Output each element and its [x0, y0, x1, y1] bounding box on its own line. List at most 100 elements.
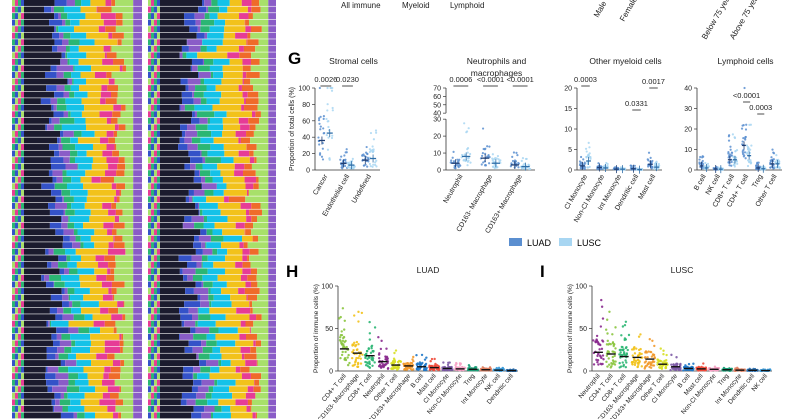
heatmap-segment: [205, 242, 207, 249]
heatmap-segment: [189, 196, 193, 203]
heatmap-segment: [198, 6, 207, 13]
data-point: [520, 159, 523, 162]
data-point: [653, 164, 656, 167]
data-point: [374, 129, 378, 132]
data-point: [379, 347, 383, 351]
heatmap-band: [126, 78, 134, 85]
data-point: [600, 298, 603, 302]
heatmap-segment: [114, 274, 126, 281]
data-point: [368, 148, 371, 151]
heatmap-segment: [125, 124, 126, 131]
heatmap-segment: [55, 373, 69, 380]
heatmap-stripe: [148, 360, 151, 367]
heatmap-segment: [109, 392, 119, 399]
heatmap-segment: [221, 242, 240, 249]
heatmap-segment: [248, 13, 253, 20]
heatmap-segment: [85, 117, 107, 124]
heatmap-segment: [24, 327, 57, 334]
heatmap-segment: [160, 242, 194, 249]
heatmap-segment: [255, 170, 262, 177]
data-point: [594, 340, 597, 344]
data-point: [345, 148, 348, 151]
heatmap-segment: [160, 301, 185, 308]
heatmap-segment: [113, 104, 122, 111]
heatmap-segment: [106, 117, 112, 124]
data-point: [638, 360, 641, 363]
heatmap-segment: [191, 255, 202, 262]
heatmap-segment: [194, 104, 213, 111]
heatmap-segment: [234, 170, 244, 177]
heatmap-segment: [24, 353, 47, 360]
heatmap-segment: [59, 32, 64, 39]
heatmap-stripe: [154, 98, 157, 105]
data-point: [326, 86, 329, 90]
heatmap-band: [262, 288, 269, 295]
heatmap-segment: [107, 248, 126, 255]
data-point: [341, 164, 344, 167]
data-point: [638, 353, 642, 356]
heatmap-stripe: [21, 366, 24, 373]
heatmap-segment: [118, 124, 126, 131]
data-point: [330, 89, 334, 92]
heatmap-stripe: [18, 163, 21, 170]
heatmap-segment: [181, 392, 197, 399]
data-point: [772, 152, 776, 155]
heatmap-stripe: [18, 98, 21, 105]
heatmap-stripe: [151, 229, 154, 236]
heatmap-stripe: [154, 216, 157, 222]
heatmap-band: [133, 412, 142, 419]
heatmap-segment: [107, 229, 113, 236]
data-point: [402, 362, 406, 366]
heatmap-band: [262, 281, 269, 288]
heatmap-stripe: [15, 183, 18, 190]
data-point: [585, 150, 588, 153]
heatmap-segment: [103, 19, 117, 26]
heatmap-segment: [160, 6, 199, 13]
heatmap-stripe: [15, 32, 18, 39]
heatmap-stripe: [148, 124, 151, 131]
heatmap-stripe: [151, 320, 154, 327]
heatmap-segment: [192, 373, 194, 380]
data-point: [599, 343, 602, 347]
heatmap-stripe: [154, 104, 157, 111]
heatmap-segment: [24, 72, 45, 78]
data-point: [653, 344, 656, 348]
heatmap-stripe: [151, 268, 154, 275]
heatmap-segment: [210, 314, 226, 321]
heatmap-segment: [160, 360, 200, 367]
heatmap-segment: [179, 307, 189, 314]
heatmap-stripe: [15, 412, 18, 419]
heatmap-segment: [230, 294, 247, 301]
heatmap-segment: [196, 32, 205, 39]
heatmap-segment: [66, 104, 85, 111]
heatmap-band: [262, 130, 269, 137]
heatmap-segment: [215, 333, 240, 340]
data-point: [587, 141, 590, 144]
heatmap-stripe: [151, 202, 154, 209]
heatmap-segment: [59, 340, 72, 347]
data-point: [736, 162, 739, 165]
data-point: [597, 341, 600, 345]
data-point: [321, 158, 325, 161]
data-point: [735, 160, 738, 163]
heatmap-segment: [104, 255, 116, 262]
data-point: [359, 362, 363, 365]
data-point: [747, 149, 751, 153]
heatmap-stripe: [12, 157, 15, 164]
chart-title: Lymphoid cells: [718, 56, 774, 66]
heatmap-stripe: [15, 340, 18, 347]
heatmap-stripe: [15, 19, 18, 26]
heatmap-segment: [84, 104, 114, 111]
data-point: [730, 160, 733, 164]
heatmap-stripe: [148, 340, 151, 347]
heatmap-segment: [216, 340, 236, 347]
heatmap-segment: [202, 274, 218, 281]
heatmap-stripe: [154, 150, 157, 157]
heatmap-segment: [53, 104, 57, 111]
heatmap-segment: [119, 189, 122, 196]
heatmap-stripe: [148, 183, 151, 190]
heatmap-segment: [160, 45, 182, 52]
data-point: [656, 363, 659, 366]
heatmap-stripe: [18, 333, 21, 340]
heatmap-segment: [187, 124, 196, 131]
